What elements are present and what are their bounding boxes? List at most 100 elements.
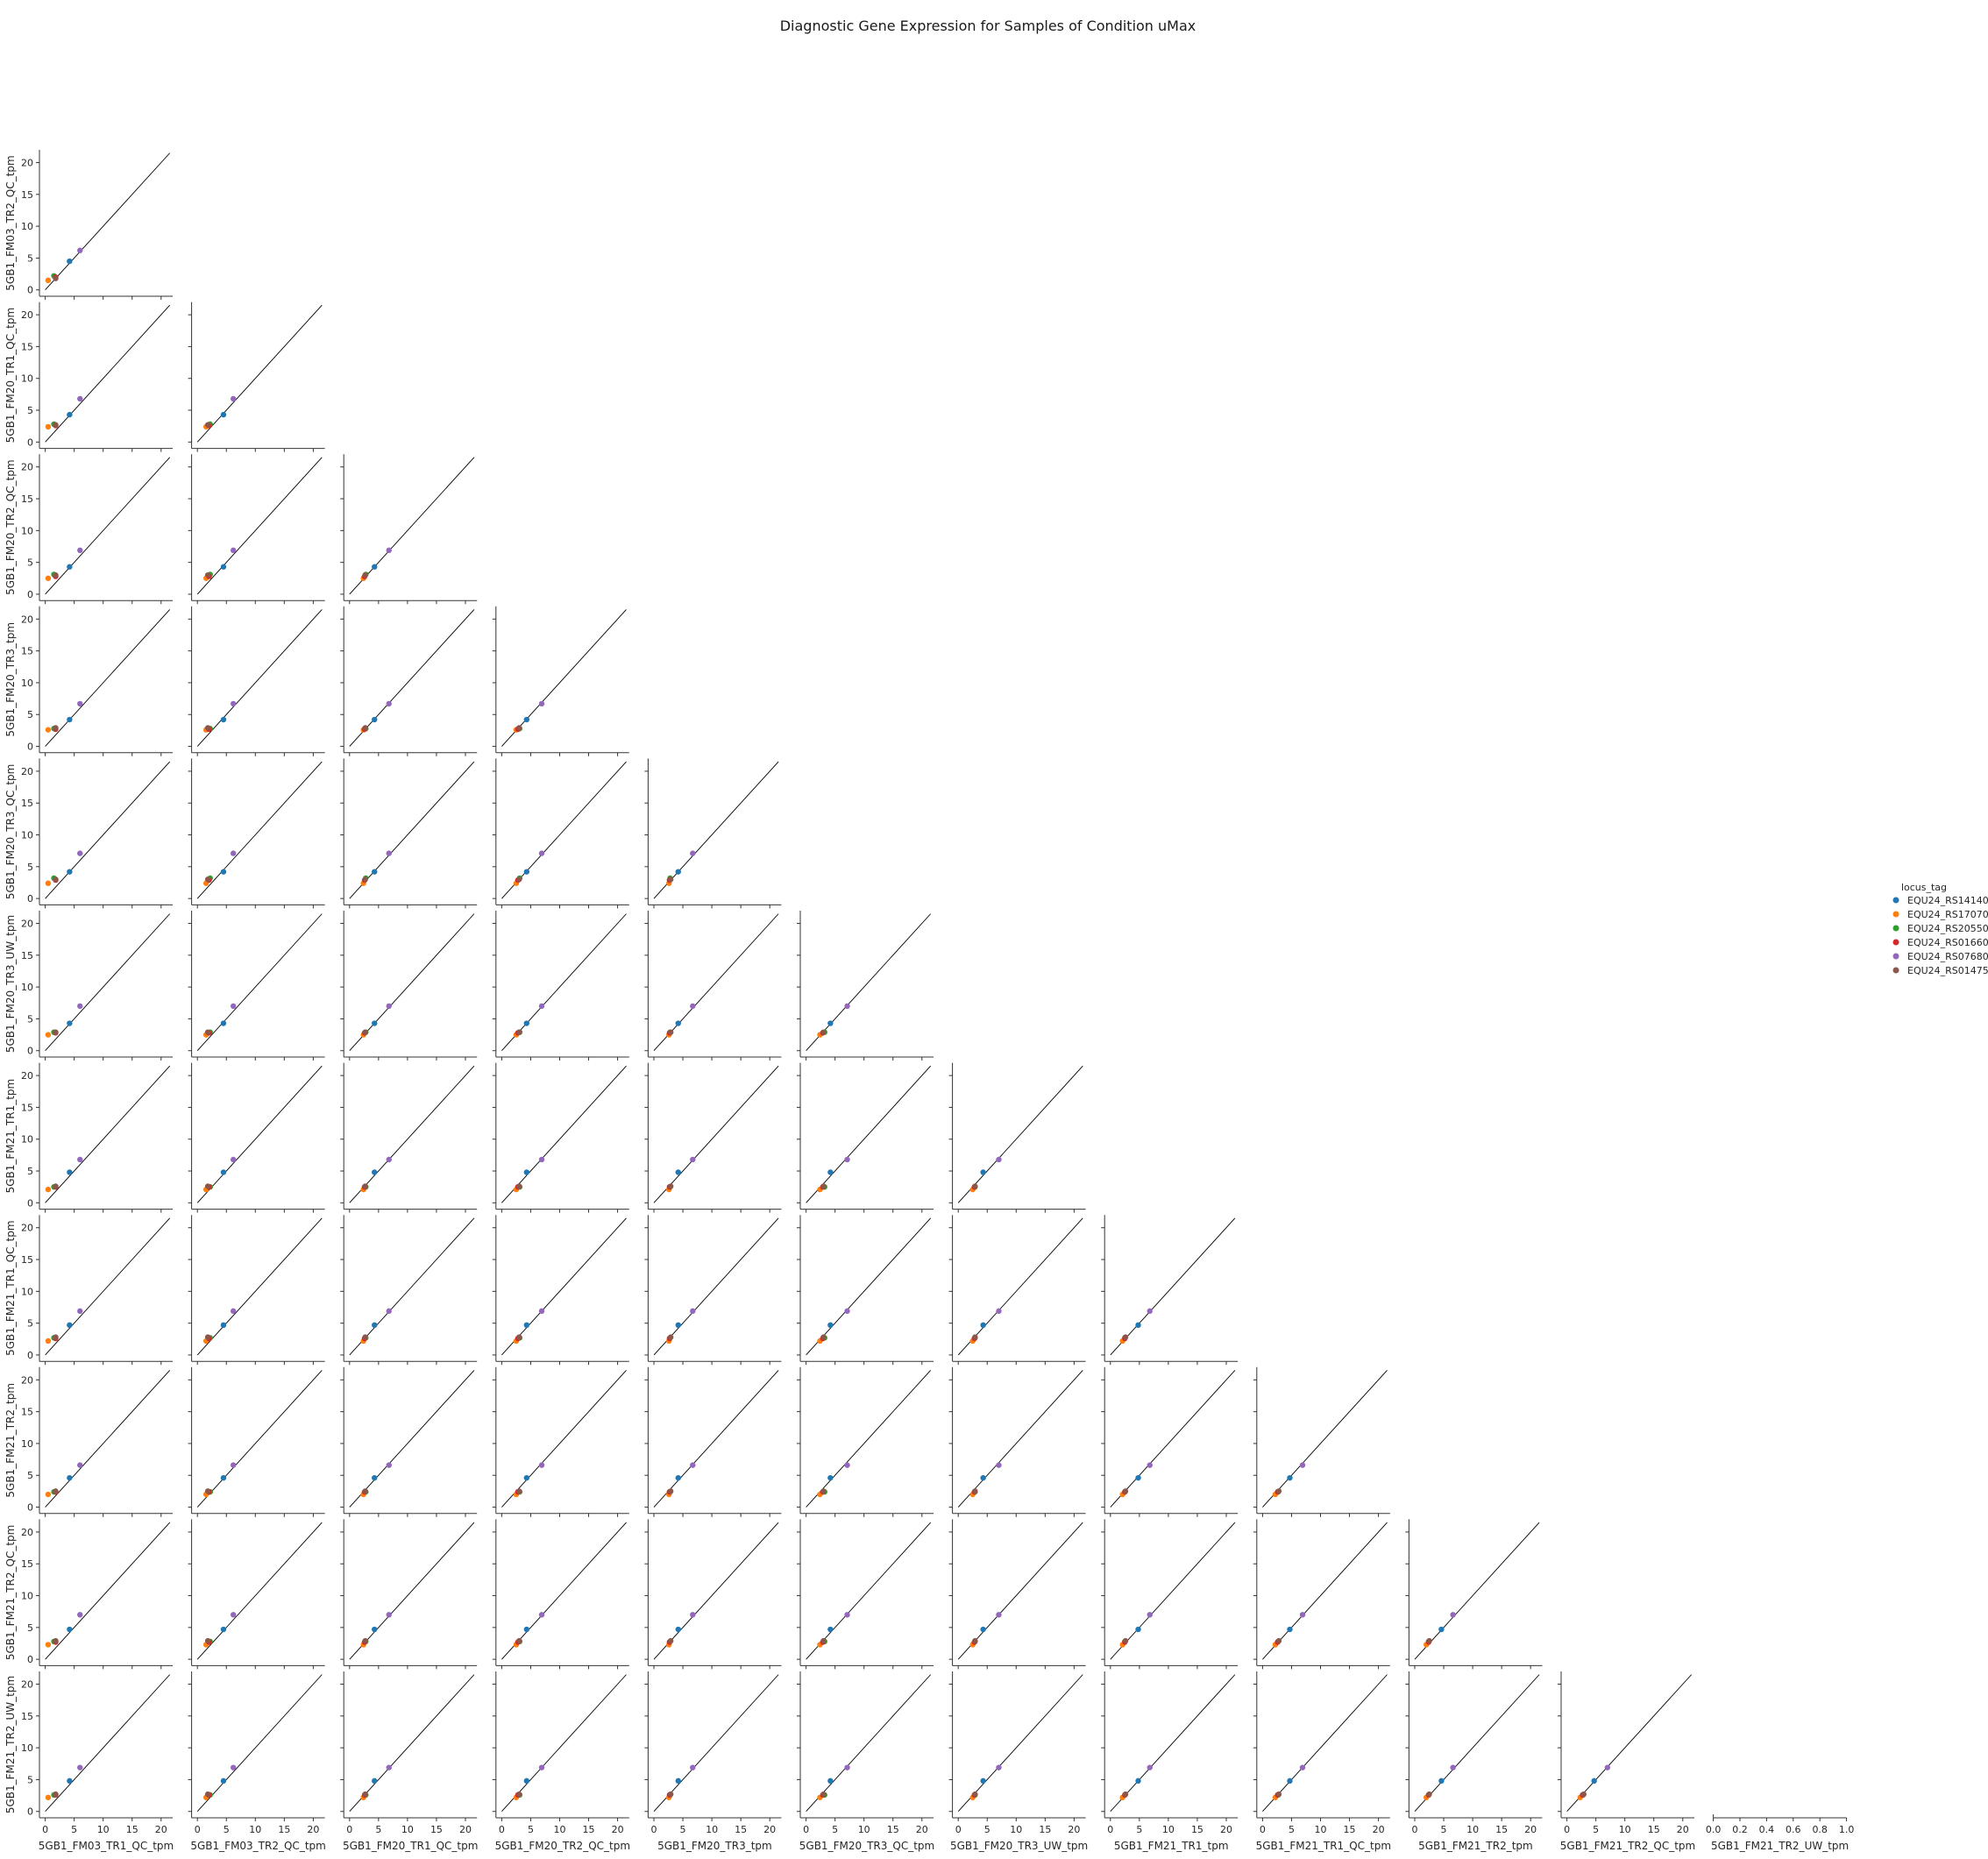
x-tick-label: 20 <box>1524 1824 1537 1835</box>
legend-item-EQU24_RS14140: EQU24_RS14140 <box>1892 895 1988 906</box>
scatter-panel-5GB1_FM03_TR1_QC_tpm-vs-5GB1_FM21_TR2_tpm: 0 5 10 15 20 5GB1_FM21_TR2_tpm <box>4 1366 173 1517</box>
identity-line <box>806 1065 932 1203</box>
point-EQU24_RS14140 <box>523 1626 530 1633</box>
x-tick-label: 5 <box>984 1824 990 1835</box>
point-EQU24_RS01475 <box>820 1488 827 1494</box>
y-axis-label: 5GB1_FM21_TR1_QC_tpm <box>4 1220 17 1355</box>
x-tick-label: 20 <box>763 1824 776 1835</box>
identity-line <box>501 1217 627 1356</box>
x-tick-label: 0 <box>651 1824 657 1835</box>
point-EQU24_RS01475 <box>53 571 59 578</box>
scatter-panel-5GB1_FM20_TR3_tpm-vs-5GB1_FM21_TR1_tpm <box>644 1062 782 1213</box>
y-tick-label: 10 <box>21 221 33 232</box>
point-EQU24_RS07680 <box>77 1462 83 1468</box>
x-tick-label: 0.6 <box>1786 1824 1801 1835</box>
identity-line <box>501 609 627 747</box>
y-tick-label: 15 <box>21 1102 33 1113</box>
scatter-panel-5GB1_FM21_TR1_tpm-vs-5GB1_FM21_TR2_tpm <box>1101 1366 1239 1517</box>
figure-title: Diagnostic Gene Expression for Samples o… <box>780 18 1196 34</box>
point-EQU24_RS14140 <box>980 1322 986 1329</box>
point-EQU24_RS14140 <box>980 1169 986 1175</box>
point-EQU24_RS14140 <box>827 1777 834 1784</box>
point-EQU24_RS17070 <box>45 277 52 284</box>
x-tick-label: 5 <box>1136 1824 1142 1835</box>
empty-panel-5GB1_FM21_TR2_UW_tpm: 0.0 0.2 0.4 0.6 0.8 1.0 5GB1_FM21_TR2_UW_tpm <box>1706 1814 1854 1852</box>
scatter-panel-5GB1_FM20_TR3_tpm-vs-5GB1_FM20_TR3_UW_tpm <box>644 911 782 1061</box>
scatter-panel-5GB1_FM21_TR2_tpm-vs-5GB1_FM21_TR2_QC_tpm <box>1405 1519 1543 1670</box>
x-tick-label: 15 <box>1648 1824 1660 1835</box>
identity-line <box>806 1522 932 1660</box>
identity-line <box>1414 1522 1540 1660</box>
x-axis-label: 5GB1_FM20_TR3_UW_tpm <box>950 1840 1088 1852</box>
point-EQU24_RS01475 <box>362 876 368 883</box>
point-EQU24_RS07680 <box>690 850 696 856</box>
x-tick-label: 10 <box>249 1824 261 1835</box>
point-EQU24_RS14140 <box>827 1169 834 1175</box>
x-tick-label: 10 <box>97 1824 110 1835</box>
legend-item-EQU24_RS20550: EQU24_RS20550 <box>1892 923 1988 934</box>
x-tick-label: 0 <box>1564 1824 1570 1835</box>
x-tick-label: 5 <box>1593 1824 1599 1835</box>
scatter-panel-5GB1_FM20_TR3_UW_tpm-vs-5GB1_FM21_TR2_UW_tpm: 0 5 10 15 20 5GB1_FM20_TR3_UW_tpm <box>948 1671 1088 1852</box>
legend-marker <box>1892 925 1899 932</box>
scatter-panel-5GB1_FM21_TR1_tpm-vs-5GB1_FM21_TR1_QC_tpm <box>1101 1215 1239 1366</box>
legend: locus_tag EQU24_RS14140 EQU24_RS17070 EQU2… <box>1892 882 1988 976</box>
scatter-panel-5GB1_FM20_TR1_QC_tpm-vs-5GB1_FM21_TR1_QC_tpm <box>340 1215 478 1366</box>
y-tick-label: 15 <box>21 493 33 505</box>
scatter-panel-5GB1_FM20_TR1_QC_tpm-vs-5GB1_FM20_TR3_tpm <box>340 606 478 756</box>
scatter-panel-5GB1_FM20_TR3_tpm-vs-5GB1_FM21_TR2_tpm <box>644 1366 782 1517</box>
point-EQU24_RS01475 <box>204 1791 211 1798</box>
y-tick-label: 10 <box>21 373 33 385</box>
legend-marker <box>1892 953 1899 960</box>
point-EQU24_RS01475 <box>667 1791 674 1798</box>
scatter-panel-5GB1_FM03_TR1_QC_tpm-vs-5GB1_FM03_TR2_QC_tpm: 0 5 10 15 20 5GB1_FM03_TR2_QC_tpm <box>4 150 173 300</box>
point-EQU24_RS07680 <box>386 547 392 554</box>
y-tick-label: 10 <box>21 1591 33 1602</box>
point-EQU24_RS01475 <box>516 1183 522 1189</box>
scatter-panel-5GB1_FM20_TR1_QC_tpm-vs-5GB1_FM20_TR3_QC_tpm <box>340 758 478 909</box>
identity-line <box>45 1522 171 1660</box>
identity-line <box>1414 1674 1540 1813</box>
identity-line <box>196 761 323 899</box>
identity-line <box>349 913 475 1052</box>
scatter-panel-5GB1_FM21_TR1_tpm-vs-5GB1_FM21_TR2_UW_tpm: 0 5 10 15 20 5GB1_FM21_TR1_tpm <box>1101 1671 1239 1852</box>
x-tick-label: 20 <box>916 1824 928 1835</box>
y-tick-label: 0 <box>27 436 33 448</box>
x-tick-label: 15 <box>278 1824 290 1835</box>
point-EQU24_RS01475 <box>820 1637 827 1644</box>
point-EQU24_RS07680 <box>538 1308 545 1315</box>
point-EQU24_RS01475 <box>362 1488 368 1494</box>
legend-label: EQU24_RS01475 <box>1907 965 1988 976</box>
y-tick-label: 0 <box>27 1350 33 1361</box>
point-EQU24_RS07680 <box>230 850 237 856</box>
y-axis-label: 5GB1_FM21_TR2_tpm <box>4 1383 17 1498</box>
scatter-panel-5GB1_FM20_TR3_QC_tpm-vs-5GB1_FM21_TR1_QC_tpm <box>797 1215 934 1366</box>
y-tick-label: 0 <box>27 1046 33 1057</box>
legend-item-EQU24_RS07680: EQU24_RS07680 <box>1892 951 1988 962</box>
x-axis-label: 5GB1_FM21_TR2_UW_tpm <box>1711 1840 1849 1852</box>
scatter-panel-5GB1_FM20_TR2_QC_tpm-vs-5GB1_FM21_TR2_QC_tpm <box>492 1519 629 1670</box>
point-EQU24_RS01475 <box>1122 1488 1129 1494</box>
identity-line <box>196 457 323 595</box>
x-tick-label: 15 <box>735 1824 747 1835</box>
point-EQU24_RS01475 <box>362 1637 368 1644</box>
scatter-panel-5GB1_FM03_TR1_QC_tpm-vs-5GB1_FM20_TR3_QC_tpm: 0 5 10 15 20 5GB1_FM20_TR3_QC_tpm <box>4 758 173 909</box>
point-EQU24_RS07680 <box>386 850 392 856</box>
point-EQU24_RS14140 <box>523 1020 530 1026</box>
x-tick-label: 5 <box>832 1824 838 1835</box>
point-EQU24_RS07680 <box>1147 1462 1153 1468</box>
point-EQU24_RS01475 <box>516 1488 522 1494</box>
point-EQU24_RS07680 <box>538 1462 545 1468</box>
point-EQU24_RS14140 <box>67 411 73 418</box>
scatter-panel-5GB1_FM03_TR2_QC_tpm-vs-5GB1_FM20_TR3_UW_tpm <box>188 911 325 1061</box>
point-EQU24_RS01475 <box>1580 1791 1587 1798</box>
point-EQU24_RS01475 <box>53 1334 59 1340</box>
point-EQU24_RS07680 <box>1299 1612 1306 1618</box>
point-EQU24_RS14140 <box>372 716 378 723</box>
y-axis-label: 5GB1_FM20_TR3_tpm <box>4 622 17 737</box>
point-EQU24_RS07680 <box>844 1003 850 1010</box>
point-EQU24_RS14140 <box>980 1777 986 1784</box>
point-EQU24_RS01475 <box>667 876 674 883</box>
point-EQU24_RS07680 <box>386 1462 392 1468</box>
identity-line <box>501 1065 627 1203</box>
